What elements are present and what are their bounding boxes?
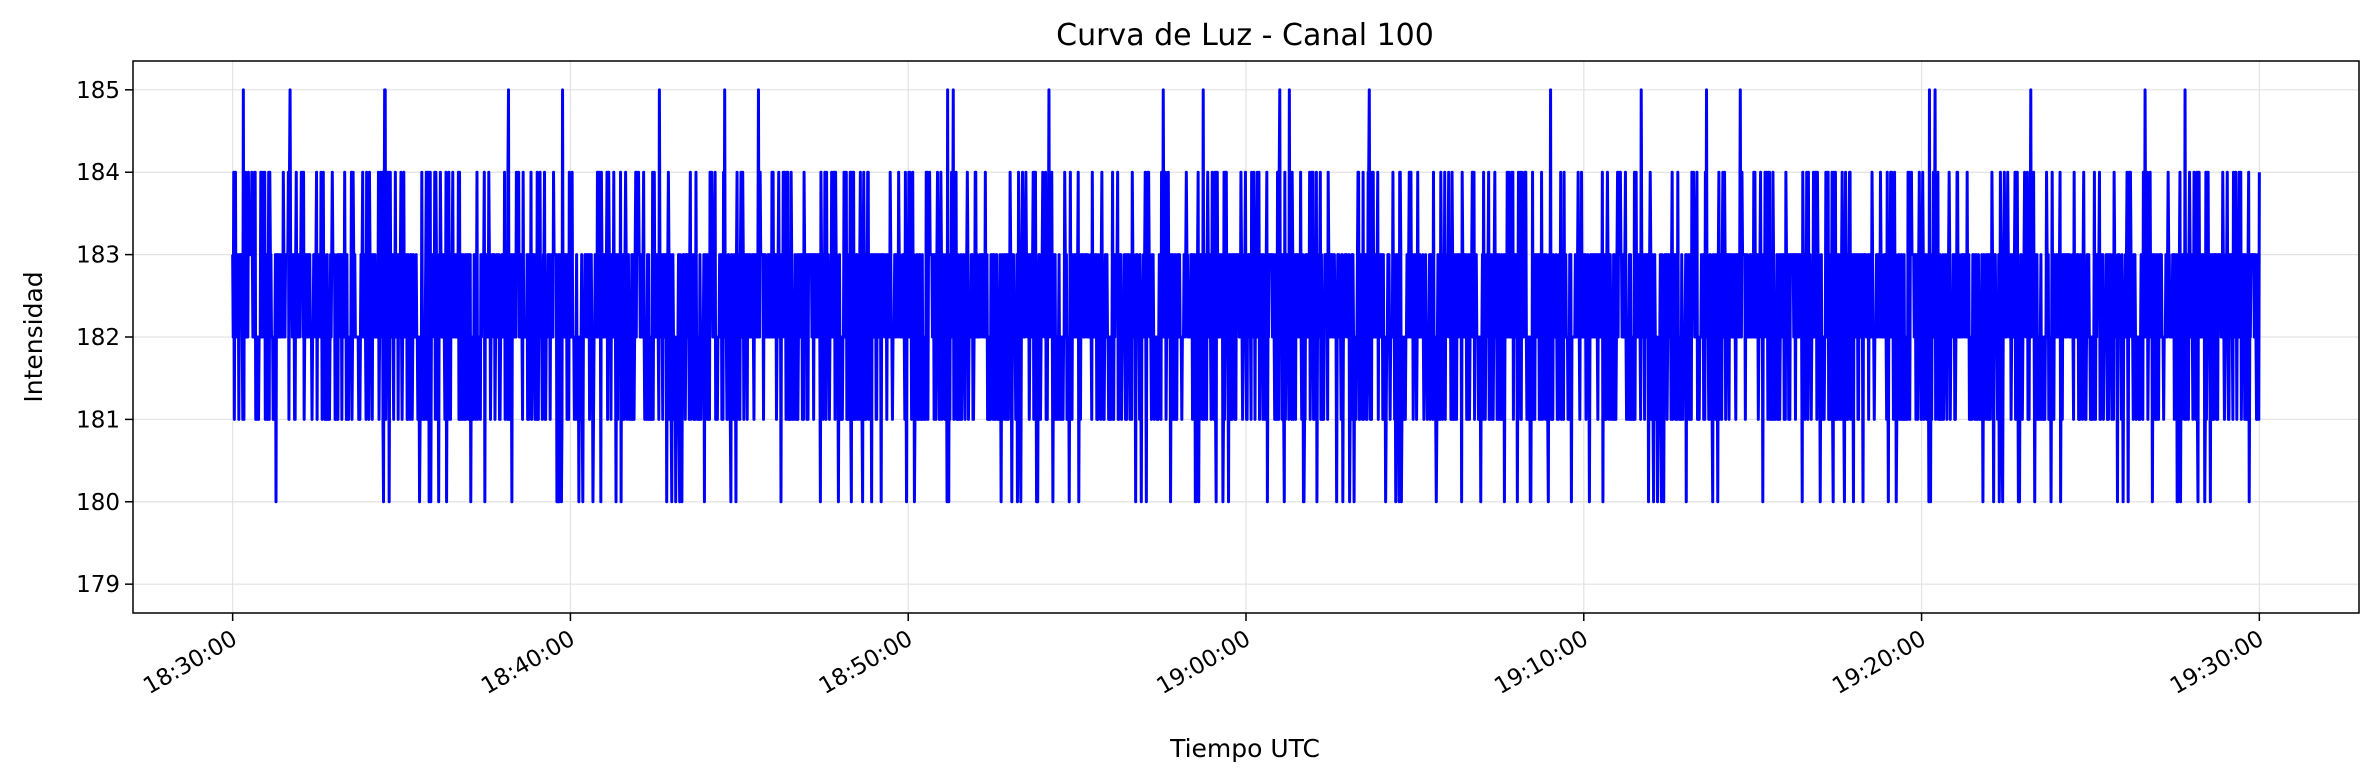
- y-tick-label: 182: [76, 325, 120, 351]
- chart-title: Curva de Luz - Canal 100: [1056, 18, 1434, 53]
- y-tick-label: 181: [76, 407, 120, 433]
- plot-area: [231, 88, 2261, 504]
- y-tick-label: 185: [76, 78, 120, 104]
- y-axis-label: Intensidad: [19, 271, 48, 402]
- y-tick-label: 179: [76, 572, 120, 598]
- y-tick-label: 180: [76, 490, 120, 516]
- series-line: [231, 88, 2261, 504]
- x-axis-label: Tiempo UTC: [1169, 734, 1320, 763]
- y-tick-label: 183: [76, 243, 120, 269]
- y-tick-label: 184: [76, 160, 120, 186]
